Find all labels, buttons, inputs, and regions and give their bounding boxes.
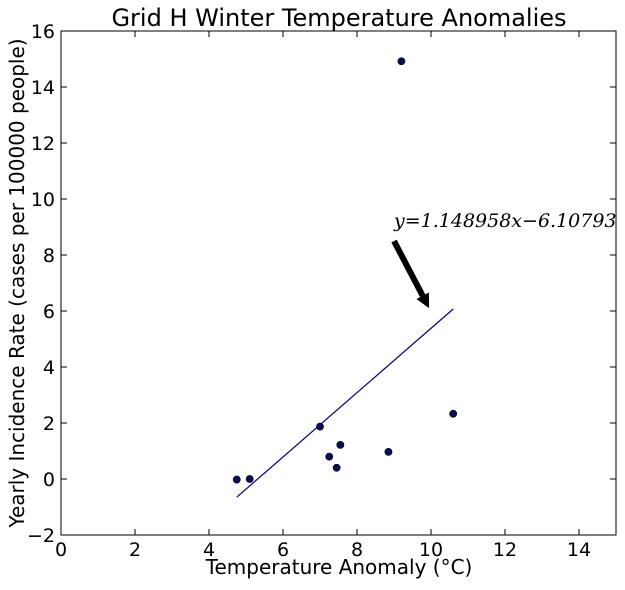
chart-title: Grid H Winter Temperature Anomalies xyxy=(111,4,566,32)
y-tick-label: 14 xyxy=(31,77,55,99)
plot-frame xyxy=(60,30,617,536)
data-point xyxy=(316,422,324,431)
y-tick-label: 12 xyxy=(31,133,55,155)
annotation-group: y=1.148958x−6.10793 xyxy=(391,210,617,309)
x-tick-label: 12 xyxy=(493,539,517,561)
y-tick-label: −2 xyxy=(27,525,55,547)
x-tick-label: 4 xyxy=(203,539,215,561)
fit-line-group xyxy=(236,308,454,498)
data-point xyxy=(336,440,345,449)
arrow-shaft xyxy=(391,239,426,298)
equation-annotation: y=1.148958x−6.10793 xyxy=(393,210,617,232)
y-tick-label: 16 xyxy=(31,21,55,43)
x-tick-label: 0 xyxy=(55,539,67,561)
regression-line xyxy=(236,308,454,498)
y-tick-label: 8 xyxy=(43,245,55,267)
y-axis-label: Yearly Incidence Rate (cases per 100000 … xyxy=(5,38,29,528)
x-tick-label: 10 xyxy=(419,539,443,561)
y-tick-label: 0 xyxy=(43,469,55,491)
arrow-head xyxy=(416,292,430,309)
data-point xyxy=(384,447,393,456)
y-tick-label: 10 xyxy=(31,189,55,211)
data-point xyxy=(245,475,254,483)
data-point xyxy=(232,475,241,484)
data-point xyxy=(325,452,334,461)
x-tick-label: 8 xyxy=(351,539,363,561)
data-point xyxy=(449,409,458,418)
data-points xyxy=(232,57,458,484)
y-tick-label: 2 xyxy=(43,413,55,435)
x-tick-label: 6 xyxy=(277,539,289,561)
x-tick-label: 14 xyxy=(567,539,591,561)
data-point xyxy=(332,463,341,472)
x-axis-label: Temperature Anomaly (°C) xyxy=(205,555,473,579)
y-tick-label: 6 xyxy=(43,301,55,323)
y-tick-label: 4 xyxy=(43,357,55,379)
x-tick-label: 2 xyxy=(129,539,141,561)
data-point xyxy=(397,57,406,66)
